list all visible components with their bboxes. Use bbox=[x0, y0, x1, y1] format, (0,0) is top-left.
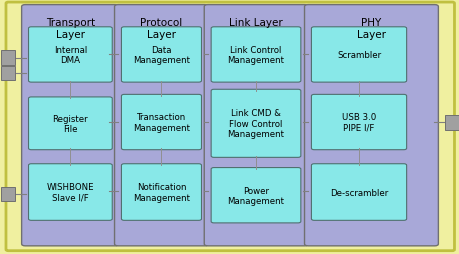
Text: Transport
Layer: Transport Layer bbox=[45, 18, 95, 40]
Bar bbox=[1, 66, 15, 81]
Text: Scrambler: Scrambler bbox=[336, 51, 380, 60]
FancyBboxPatch shape bbox=[28, 98, 112, 150]
Text: Transaction
Management: Transaction Management bbox=[133, 113, 190, 132]
FancyBboxPatch shape bbox=[304, 6, 437, 246]
Text: USB 3.0
PIPE I/F: USB 3.0 PIPE I/F bbox=[341, 113, 375, 132]
Bar bbox=[444, 115, 458, 130]
FancyBboxPatch shape bbox=[211, 28, 300, 83]
FancyBboxPatch shape bbox=[28, 164, 112, 220]
FancyBboxPatch shape bbox=[211, 168, 300, 223]
Text: Link CMD &
Flow Control
Management: Link CMD & Flow Control Management bbox=[227, 109, 284, 139]
Text: De-scrambler: De-scrambler bbox=[329, 188, 387, 197]
FancyBboxPatch shape bbox=[22, 6, 118, 246]
Text: Power
Management: Power Management bbox=[227, 186, 284, 205]
FancyBboxPatch shape bbox=[114, 6, 208, 246]
FancyBboxPatch shape bbox=[121, 95, 201, 150]
Text: Register
File: Register File bbox=[52, 114, 88, 134]
Text: Link Control
Management: Link Control Management bbox=[227, 45, 284, 65]
FancyBboxPatch shape bbox=[6, 3, 453, 251]
Text: Data
Management: Data Management bbox=[133, 45, 190, 65]
FancyBboxPatch shape bbox=[311, 95, 406, 150]
FancyBboxPatch shape bbox=[28, 28, 112, 83]
Text: WISHBONE
Slave I/F: WISHBONE Slave I/F bbox=[46, 183, 94, 202]
FancyBboxPatch shape bbox=[121, 164, 201, 220]
Bar bbox=[1, 187, 15, 202]
Text: PHY
Layer: PHY Layer bbox=[356, 18, 385, 40]
FancyBboxPatch shape bbox=[311, 164, 406, 220]
FancyBboxPatch shape bbox=[204, 6, 308, 246]
Bar bbox=[1, 51, 15, 66]
Text: Notification
Management: Notification Management bbox=[133, 183, 190, 202]
FancyBboxPatch shape bbox=[311, 28, 406, 83]
FancyBboxPatch shape bbox=[211, 90, 300, 158]
FancyBboxPatch shape bbox=[121, 28, 201, 83]
Text: Link Layer: Link Layer bbox=[229, 18, 282, 28]
Text: Protocol
Layer: Protocol Layer bbox=[140, 18, 182, 40]
Text: Internal
DMA: Internal DMA bbox=[54, 45, 87, 65]
